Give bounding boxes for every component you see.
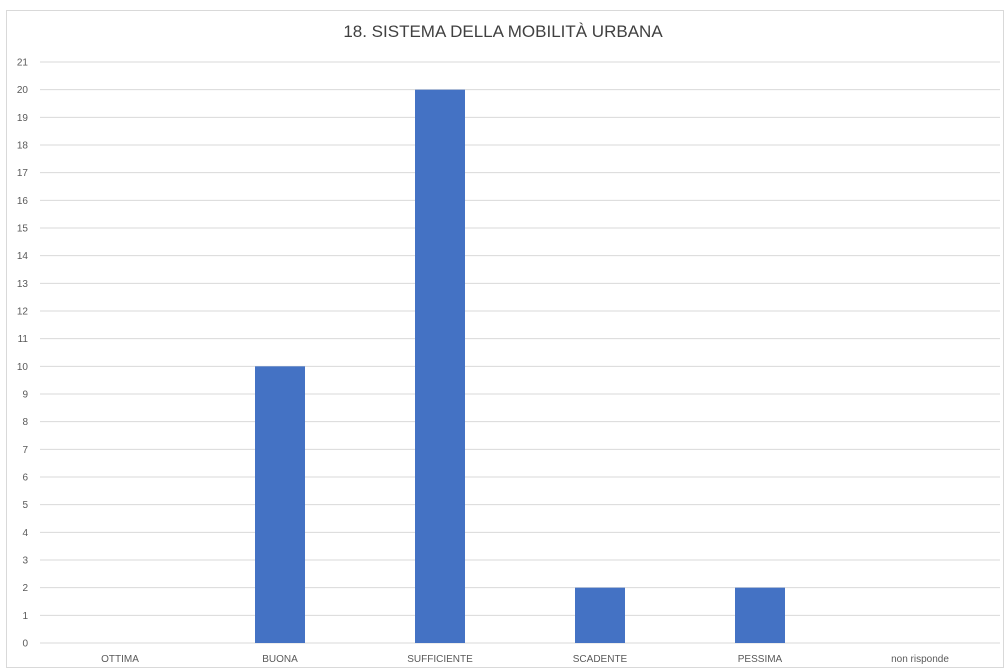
y-tick-label: 20 [17,85,29,96]
y-tick-label: 10 [17,362,29,373]
y-tick-label: 21 [17,58,29,69]
y-tick-label: 17 [17,168,29,179]
bar-sufficiente [415,89,465,643]
x-tick-label: SCADENTE [573,654,628,665]
bar-buona [255,366,305,643]
y-tick-label: 5 [22,500,28,511]
y-tick-label: 19 [17,113,29,124]
x-tick-label: SUFFICIENTE [407,654,473,665]
y-tick-label: 3 [22,556,28,567]
y-tick-label: 2 [22,583,28,594]
x-tick-label: BUONA [262,654,298,665]
y-tick-label: 16 [17,196,29,207]
y-tick-label: 6 [22,473,28,484]
y-tick-label: 18 [17,141,29,152]
bar-pessima [735,587,785,643]
y-tick-label: 15 [17,224,29,235]
x-tick-label: OTTIMA [101,654,139,665]
y-tick-label: 11 [18,334,29,345]
chart-title: 18. SISTEMA DELLA MOBILITÀ URBANA [343,22,663,41]
y-tick-label: 12 [17,307,29,318]
y-tick-label: 7 [22,445,28,456]
y-tick-label: 1 [22,611,28,622]
bar-scadente [575,587,625,643]
x-tick-label: PESSIMA [738,654,783,665]
y-tick-label: 14 [17,251,29,262]
x-tick-label: non risponde [891,654,949,665]
y-tick-label: 4 [22,528,28,539]
y-tick-label: 13 [17,279,29,290]
y-tick-label: 9 [22,390,28,401]
y-tick-label: 0 [22,639,28,650]
y-tick-label: 8 [22,417,28,428]
